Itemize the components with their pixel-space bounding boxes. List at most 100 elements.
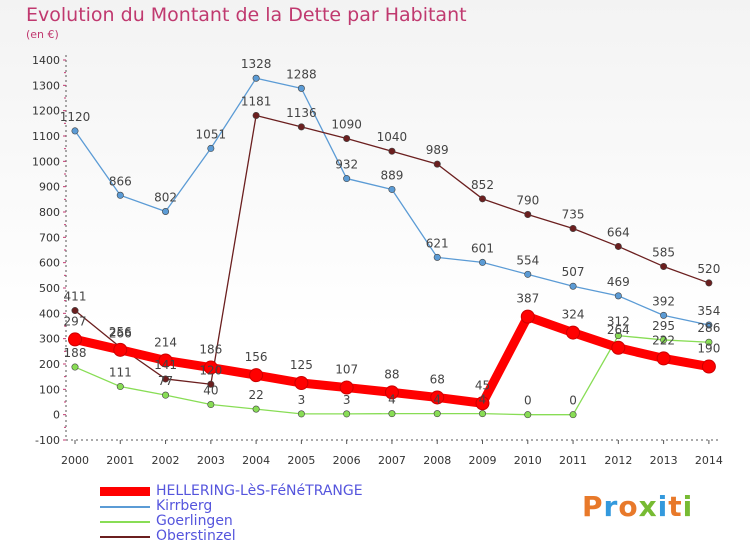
data-label: 507 [562, 265, 585, 279]
series-point-0 [158, 353, 173, 368]
data-label: 214 [154, 335, 177, 349]
series-point-0 [566, 325, 581, 340]
data-label: 0 [569, 394, 577, 408]
series-point-2 [569, 411, 577, 419]
data-label: 1136 [286, 106, 317, 120]
x-tick-label: 2009 [469, 454, 497, 467]
data-label: 111 [109, 366, 132, 380]
series-point-3 [433, 160, 441, 168]
series-point-3 [524, 211, 532, 219]
series-point-1 [252, 74, 260, 82]
data-label: 1040 [377, 130, 408, 144]
x-tick-label: 2010 [514, 454, 542, 467]
y-tick-label: 400 [39, 307, 60, 320]
series-point-3 [162, 375, 170, 383]
y-tick-label: 200 [39, 358, 60, 371]
chart-title: Evolution du Montant de la Dette par Hab… [26, 4, 467, 26]
y-tick-label: 800 [39, 206, 60, 219]
data-label: 932 [335, 158, 358, 172]
x-tick-label: 2011 [559, 454, 587, 467]
x-tick-label: 2008 [423, 454, 451, 467]
data-label: 141 [154, 358, 177, 372]
series-point-3 [343, 135, 351, 143]
series-point-1 [614, 292, 622, 300]
series-point-3 [705, 279, 713, 287]
y-tick-label: 1400 [32, 54, 60, 67]
series-point-2 [660, 336, 668, 344]
series-point-3 [478, 195, 486, 203]
series-point-1 [705, 321, 713, 329]
data-label: 40 [203, 384, 218, 398]
series-point-2 [297, 410, 305, 418]
data-label: 156 [245, 350, 268, 364]
x-tick-label: 2003 [197, 454, 225, 467]
series-point-1 [660, 311, 668, 319]
data-label: 1120 [60, 110, 91, 124]
data-label: 0 [524, 394, 532, 408]
data-label: 68 [430, 372, 445, 386]
y-tick-label: 700 [39, 231, 60, 244]
series-point-2 [343, 410, 351, 418]
y-tick-label: 900 [39, 181, 60, 194]
y-tick-label: 300 [39, 333, 60, 346]
series-point-2 [388, 410, 396, 418]
series-point-0 [611, 340, 626, 355]
series-point-2 [162, 391, 170, 399]
x-tick-label: 2012 [604, 454, 632, 467]
legend-swatch [100, 520, 150, 523]
series-point-0 [430, 390, 445, 405]
legend-label: Oberstinzel [156, 528, 236, 544]
series-point-1 [162, 207, 170, 215]
series-point-3 [569, 224, 577, 232]
data-label: 312 [607, 315, 630, 329]
series-point-2 [207, 401, 215, 409]
series-point-0 [203, 360, 218, 375]
series-point-3 [297, 123, 305, 131]
data-label: 286 [697, 321, 720, 335]
data-label: 354 [697, 304, 720, 318]
data-label: 88 [384, 367, 399, 381]
data-label: 1051 [196, 127, 227, 141]
series-point-0 [475, 396, 490, 411]
legend-item: Oberstinzel [100, 529, 363, 544]
data-label: 3 [298, 393, 306, 407]
x-tick-label: 2000 [61, 454, 89, 467]
x-tick-label: 2014 [695, 454, 723, 467]
series-point-2 [71, 363, 79, 371]
data-label: 4 [388, 393, 396, 407]
data-label: 190 [697, 342, 720, 356]
y-tick-label: 0 [53, 409, 60, 422]
x-tick-label: 2006 [333, 454, 361, 467]
series-point-2 [705, 338, 713, 346]
y-tick-label: 1200 [32, 105, 60, 118]
data-label: 889 [380, 168, 403, 182]
y-tick-label: 600 [39, 257, 60, 270]
series-point-3 [614, 242, 622, 250]
data-label: 802 [154, 190, 177, 204]
data-label: 585 [652, 245, 675, 259]
y-tick-label: -100 [35, 434, 60, 447]
series-point-3 [660, 262, 668, 270]
data-label: 186 [199, 343, 222, 357]
legend-swatch [100, 535, 150, 538]
x-tick-label: 2002 [152, 454, 180, 467]
series-point-0 [701, 359, 716, 374]
series-point-3 [252, 111, 260, 119]
series-point-3 [207, 380, 215, 388]
data-label: 256 [109, 325, 132, 339]
data-label: 554 [516, 253, 539, 267]
series-point-0 [339, 380, 354, 395]
data-label: 1090 [331, 118, 362, 132]
data-label: 295 [652, 319, 675, 333]
data-label: 125 [290, 358, 313, 372]
y-tick-label: 100 [39, 383, 60, 396]
series-point-2 [433, 410, 441, 418]
series-point-2 [478, 410, 486, 418]
data-label: 735 [562, 207, 585, 221]
data-label: 3 [343, 393, 351, 407]
data-label: 120 [199, 363, 222, 377]
x-tick-label: 2007 [378, 454, 406, 467]
series-point-0 [249, 368, 264, 383]
